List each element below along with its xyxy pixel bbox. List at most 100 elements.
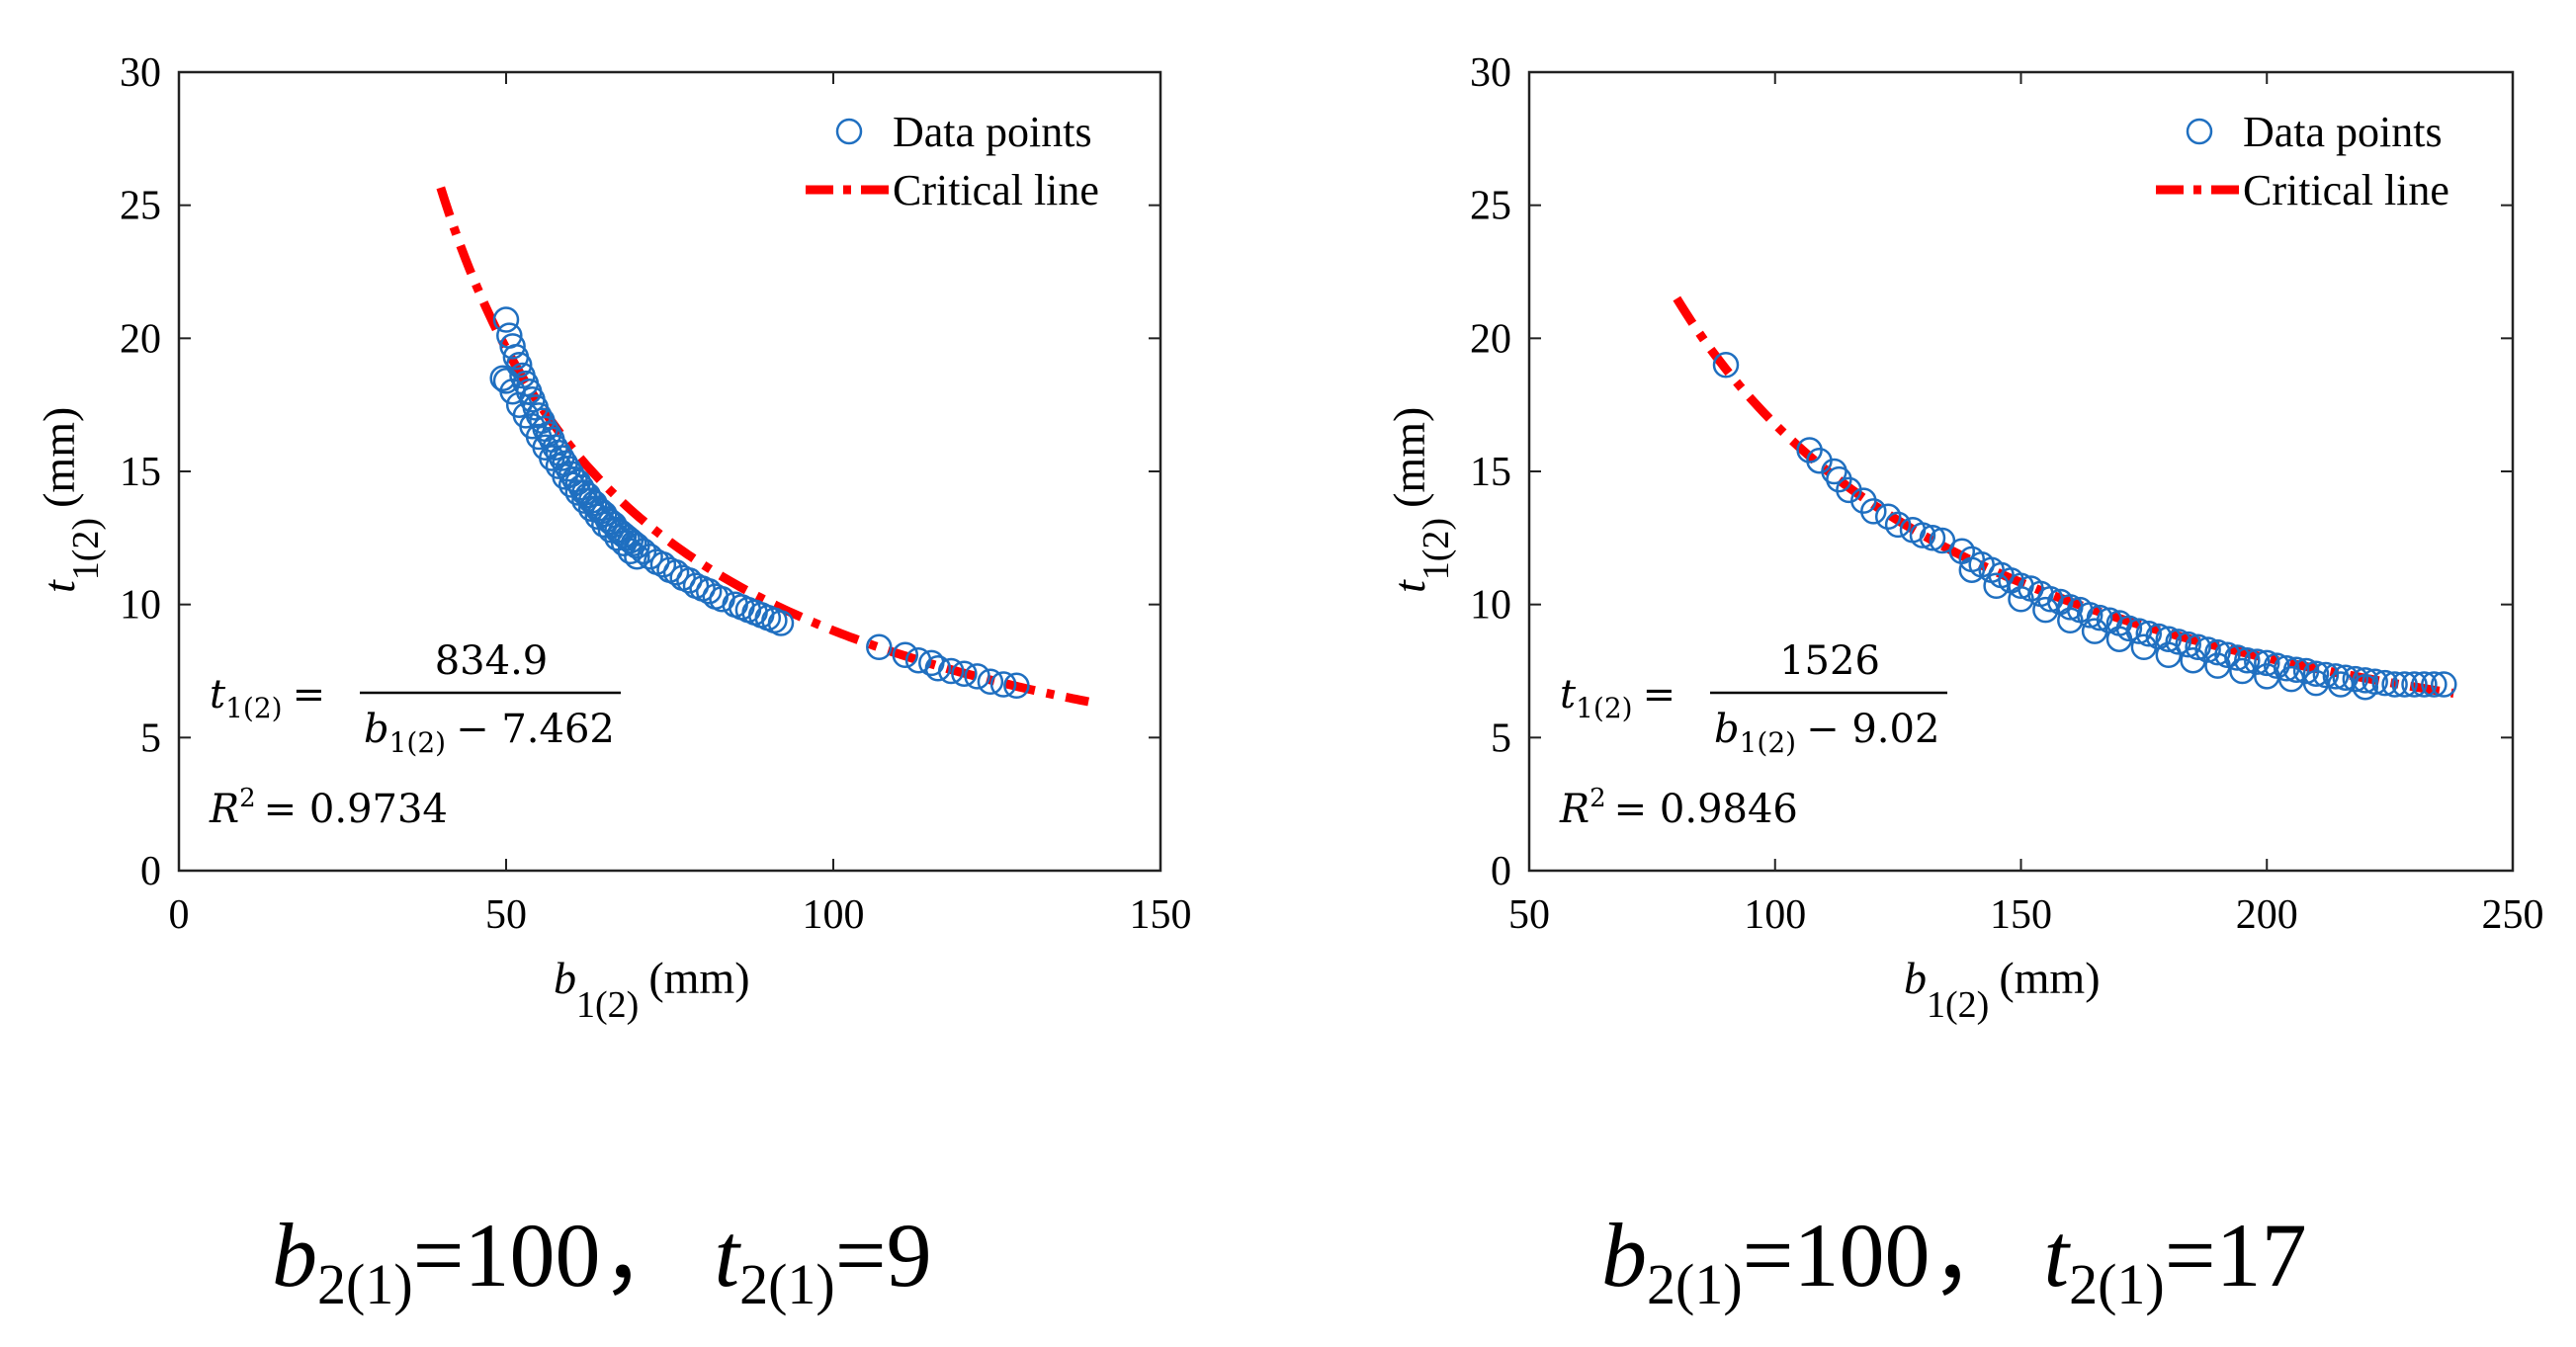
data-point bbox=[676, 567, 703, 594]
caption-left-t-sub: 2(1) bbox=[739, 1252, 835, 1316]
equation-denominator: b1(2) − 9.02 bbox=[1714, 707, 1939, 759]
legend-data-points-label: Data points bbox=[2243, 108, 2443, 156]
data-point bbox=[597, 517, 625, 544]
critical-line-group bbox=[1673, 295, 2455, 698]
equation-den-sub: 1(2) bbox=[389, 726, 446, 759]
data-point bbox=[1712, 352, 1740, 379]
data-point bbox=[1919, 525, 1946, 551]
y-tick-labels: 0 5 10 15 20 25 30 bbox=[1470, 50, 1511, 894]
chart-left: 0 50 100 150 0 5 10 15 20 25 30 Data points Criti… bbox=[34, 50, 1192, 1026]
data-point bbox=[2391, 671, 2418, 698]
y-axis-label: t1(2) (mm) bbox=[1384, 407, 1457, 593]
data-point bbox=[591, 511, 618, 539]
legend: Data points Critical line bbox=[2156, 108, 2449, 214]
legend-critical-line-label: Critical line bbox=[2243, 166, 2449, 214]
data-point bbox=[1884, 511, 1912, 539]
equation-den-rest: − 7.462 bbox=[456, 707, 615, 752]
caption-left-t: t bbox=[714, 1205, 740, 1305]
x-tick-labels: 50 100 150 200 250 bbox=[1508, 892, 2544, 938]
caption-right-b-value: =100， bbox=[1742, 1205, 2021, 1305]
equation-lhs-sub: 1(2) bbox=[225, 692, 282, 724]
x-tick-label: 100 bbox=[803, 892, 865, 938]
data-point bbox=[662, 559, 690, 586]
x-axis-label-var: b bbox=[554, 953, 576, 1003]
caption-left-b: b bbox=[272, 1205, 317, 1305]
x-tick-label: 150 bbox=[1990, 892, 2052, 938]
data-point bbox=[2342, 665, 2369, 693]
data-point bbox=[2312, 661, 2340, 689]
data-point bbox=[2180, 646, 2206, 674]
x-tick-label: 50 bbox=[485, 892, 527, 938]
y-tick-label: 15 bbox=[1470, 450, 1511, 495]
r-squared-var: R bbox=[1559, 787, 1589, 832]
data-point bbox=[989, 671, 1017, 698]
data-point bbox=[2155, 641, 2183, 669]
data-point bbox=[1874, 503, 1902, 531]
y-tick-label: 20 bbox=[120, 316, 161, 362]
y-tick-label: 5 bbox=[1491, 716, 1511, 761]
fit-equation: t1(2) = 834.9 b1(2) − 7.462 R2 = 0.9734 bbox=[209, 638, 621, 832]
legend: Data points Critical line bbox=[806, 108, 1099, 214]
r-squared-value: = 0.9734 bbox=[264, 787, 448, 832]
r-squared-var: R bbox=[209, 787, 239, 832]
caption-right: b2(1)=100， t2(1)=17 bbox=[1601, 1181, 2307, 1317]
data-point bbox=[2076, 602, 2104, 629]
data-point bbox=[2322, 663, 2350, 690]
r-squared: R2 = 0.9734 bbox=[209, 784, 448, 832]
y-tick-label: 5 bbox=[140, 716, 161, 761]
caption-right-t-value: =17 bbox=[2164, 1205, 2307, 1305]
x-tick-labels: 0 50 100 150 bbox=[169, 892, 1192, 938]
data-point bbox=[2135, 621, 2163, 647]
data-point bbox=[649, 551, 677, 578]
x-tick-label: 150 bbox=[1130, 892, 1192, 938]
x-axis-label-unit: (mm) bbox=[648, 953, 749, 1003]
data-point bbox=[1929, 527, 1956, 554]
axis-ticks bbox=[1528, 71, 2514, 872]
y-axis-label-unit: (mm) bbox=[34, 407, 84, 508]
data-point bbox=[1983, 572, 2010, 600]
data-point bbox=[977, 668, 1004, 696]
legend-data-points-marker bbox=[835, 118, 863, 145]
data-point bbox=[2204, 638, 2231, 666]
y-tick-label: 30 bbox=[1470, 50, 1511, 96]
data-point bbox=[637, 543, 663, 570]
y-tick-label: 0 bbox=[140, 849, 161, 894]
equation-lhs: t1(2) = bbox=[1560, 672, 1675, 724]
data-point bbox=[2155, 626, 2183, 652]
x-axis-label: b1(2)(mm) bbox=[554, 953, 750, 1026]
data-point bbox=[2204, 652, 2231, 679]
data-point bbox=[767, 610, 795, 636]
data-point bbox=[552, 463, 578, 490]
critical-line-group bbox=[436, 186, 1090, 707]
data-point bbox=[1003, 672, 1030, 700]
data-point bbox=[564, 479, 592, 506]
equation-equals: = bbox=[1643, 672, 1676, 717]
data-point bbox=[924, 655, 952, 682]
y-tick-label: 15 bbox=[120, 450, 161, 495]
y-axis-label-sub: 1(2) bbox=[1416, 518, 1457, 580]
caption-left: b2(1)=100， t2(1)=9 bbox=[272, 1181, 932, 1317]
y-tick-label: 10 bbox=[1470, 583, 1511, 629]
data-point bbox=[2401, 671, 2428, 698]
r-squared-sup: 2 bbox=[1589, 784, 1606, 813]
x-axis-label-sub: 1(2) bbox=[576, 984, 639, 1026]
y-axis-label-var: t bbox=[34, 579, 84, 593]
data-point bbox=[624, 543, 650, 570]
r-squared: R2 = 0.9846 bbox=[1559, 784, 1798, 832]
y-tick-label: 30 bbox=[120, 50, 161, 96]
data-point bbox=[2185, 633, 2211, 661]
data-point bbox=[2411, 671, 2438, 698]
data-point bbox=[2244, 648, 2271, 675]
caption-left-b-value: =100， bbox=[412, 1205, 692, 1305]
y-axis-label-unit: (mm) bbox=[1384, 407, 1434, 508]
data-point bbox=[964, 663, 990, 690]
equation-den-rest: − 9.02 bbox=[1806, 707, 1939, 752]
caption-right-b-sub: 2(1) bbox=[1647, 1252, 1743, 1316]
equation-den-var: b bbox=[1714, 707, 1740, 752]
r-squared-sup: 2 bbox=[239, 784, 256, 813]
equation-numerator: 834.9 bbox=[435, 638, 549, 684]
y-tick-label: 10 bbox=[120, 583, 161, 629]
y-tick-label: 20 bbox=[1470, 316, 1511, 362]
y-axis-label-var: t bbox=[1384, 579, 1434, 593]
